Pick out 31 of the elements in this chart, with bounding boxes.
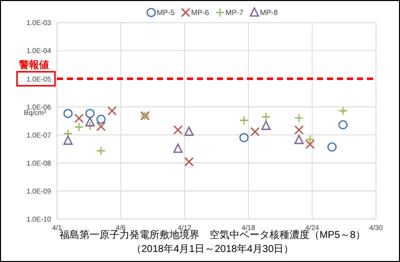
point xyxy=(305,134,315,144)
point xyxy=(107,106,117,116)
point xyxy=(74,122,84,132)
point xyxy=(239,132,249,142)
point xyxy=(63,129,73,138)
point xyxy=(338,106,348,116)
point xyxy=(63,108,73,118)
point xyxy=(294,134,304,144)
text: 福島第一原子力発電所敷地境界 空気中ベータ核種濃度（MP5～8） xyxy=(59,229,366,241)
point xyxy=(327,142,337,152)
point xyxy=(338,120,348,130)
point xyxy=(96,146,106,156)
point xyxy=(294,113,304,123)
point xyxy=(96,122,106,132)
point xyxy=(173,125,183,135)
point xyxy=(74,114,84,123)
point xyxy=(184,157,194,166)
point xyxy=(261,112,271,122)
point xyxy=(173,144,183,153)
point xyxy=(85,108,95,118)
point xyxy=(96,114,106,124)
point xyxy=(63,136,73,145)
point xyxy=(239,116,249,125)
point xyxy=(85,117,95,126)
point xyxy=(250,127,260,136)
point xyxy=(305,140,315,149)
point xyxy=(261,120,271,130)
point xyxy=(184,126,194,136)
point xyxy=(294,125,304,135)
ref-line-label: 警報値 xyxy=(18,58,49,71)
text: （2018年4月1日～2018年4月30日） xyxy=(131,243,294,255)
